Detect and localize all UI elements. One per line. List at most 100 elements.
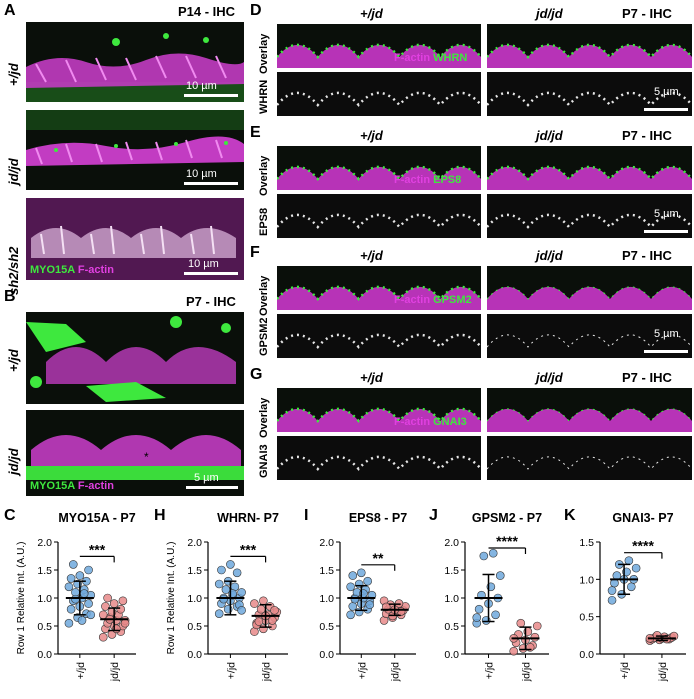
panel-b-asterisk: * <box>144 450 149 464</box>
panel-g-image-3 <box>277 436 481 480</box>
chart-i-ytick-label-0: 0.0 <box>319 649 334 661</box>
chart-k: K GNAI3- P7 0.0 0.5 1.0 1.5 +/jd jd/jd **** <box>564 507 686 682</box>
panel-letter-b: B <box>4 288 16 305</box>
panel-d-scalebar <box>644 108 688 111</box>
chart-i-ytick-label-2: 1.0 <box>319 593 334 605</box>
chart-k-point-0-2 <box>627 582 636 592</box>
chart-k-xtick-label-1: jd/jd <box>657 662 669 682</box>
chart-i-ytick-label-4: 2.0 <box>319 537 334 549</box>
panel-d-stain-factin: F-actin <box>394 52 431 64</box>
chart-c-ytick-label-3: 1.5 <box>37 565 52 577</box>
panel-a-scale-text-1: 10 µm <box>186 80 217 92</box>
panel-f-scale-text: 5 µm <box>654 328 679 340</box>
panel-f-stain-factin: F-actin <box>394 294 431 306</box>
panel-a-image-3-art <box>26 198 244 280</box>
chart-i-significance: ** <box>373 550 384 566</box>
panel-letter-a: A <box>4 2 16 19</box>
panel-a-scale-text-2: 10 µm <box>186 168 217 180</box>
chart-h-ytick-label-3: 1.5 <box>187 565 202 577</box>
chart-j-ytick-label-1: 0.5 <box>444 621 459 633</box>
panel-e-scale-text: 5 µm <box>654 208 679 220</box>
chart-h-point-0-11 <box>214 579 224 589</box>
chart-i: I EPS8 - P7 0.0 0.5 1.0 1.5 2.0 +/jd jd/jd ** <box>304 507 416 682</box>
chart-h-ylabel: Row 1 Relative Int. (A.U.) <box>166 542 177 655</box>
chart-h-title: WHRN- P7 <box>217 511 279 525</box>
panel-d-row-label-overlay: Overlay <box>258 33 270 74</box>
chart-i-title: EPS8 - P7 <box>349 511 407 525</box>
chart-c: C MYO15A - P7 0.0 0.5 1.0 1.5 2.0 Row 1 Relativ… <box>4 507 136 682</box>
chart-k-panel-letter: K <box>564 507 576 524</box>
chart-c-significance: *** <box>89 541 106 557</box>
chart-i-point-0-0 <box>346 610 355 620</box>
chart-c-xtick-label-1: jd/jd <box>109 662 121 682</box>
panel-f-image-1-art <box>277 285 481 310</box>
panel-d-stage: P7 - IHC <box>622 6 672 21</box>
chart-i-panel-letter: I <box>304 507 308 524</box>
panel-a-row-label-2: jd/jd <box>6 158 21 185</box>
chart-h-point-0-13 <box>232 568 242 578</box>
chart-j: J GPSM2 - P7 0.0 0.5 1.0 1.5 2.0 +/jd jd/jd **** <box>429 507 549 682</box>
panel-d-scale-text: 5 µm <box>654 86 679 98</box>
panel-g-row-label-stain: GNAI3 <box>258 444 270 478</box>
panel-e-image-3-art <box>277 213 481 229</box>
panel-f-col-label-2: jd/jd <box>536 248 563 263</box>
chart-j-ytick-label-3: 1.5 <box>444 565 459 577</box>
chart-i-point-0-15 <box>356 568 366 578</box>
panel-b-stain-legend: MYO15A F-actin <box>30 480 114 492</box>
panel-b-image-2: * MYO15A F-actin 5 µm <box>26 410 244 496</box>
chart-i-point-0-17 <box>350 594 360 604</box>
panel-letter-g: G <box>250 366 263 383</box>
chart-h-significance: *** <box>240 541 257 557</box>
chart-k-significance: **** <box>632 538 654 554</box>
panel-b-row-label-2: jd/jd <box>6 448 21 475</box>
panel-e-col-label-1: +/jd <box>360 128 383 143</box>
panel-f-image-3 <box>277 314 481 358</box>
chart-j-ytick-label-4: 2.0 <box>444 537 459 549</box>
panel-a-image-2: 10 µm <box>26 110 244 190</box>
chart-c-ytick-label-0: 0.0 <box>37 649 52 661</box>
chart-h-ytick-label-2: 1.0 <box>187 593 202 605</box>
chart-c-title: MYO15A - P7 <box>58 511 135 525</box>
chart-c-point-0-17 <box>68 560 78 569</box>
chart-j-ytick-label-2: 1.0 <box>444 593 459 605</box>
chart-i-point-0-14 <box>348 571 358 580</box>
chart-h-ytick-label-1: 0.5 <box>187 621 202 633</box>
panel-a-scalebar-2 <box>184 182 238 185</box>
chart-h-point-0-19 <box>237 606 246 615</box>
panel-g-image-1-art <box>277 407 481 432</box>
chart-j-xtick-label-1: jd/jd <box>520 662 532 682</box>
panel-e-scalebar <box>644 230 688 233</box>
panel-g-image-2-art <box>487 408 692 432</box>
chart-h-xtick-label-0: +/jd <box>225 662 237 679</box>
chart-h-point-1-12 <box>259 596 268 606</box>
panel-b-stain-factin: F-actin <box>77 480 114 492</box>
panel-f-col-label-1: +/jd <box>360 248 383 263</box>
chart-k-point-0-11 <box>607 586 617 595</box>
panel-f-stain-legend: F-actin GPSM2 <box>394 294 472 306</box>
chart-c-point-0-18 <box>77 616 87 625</box>
panel-b-scale-text: 5 µm <box>194 472 219 484</box>
chart-j-point-1-8 <box>532 621 542 631</box>
panel-b-image-1-art <box>26 316 236 402</box>
panel-d-image-3 <box>277 72 481 116</box>
panel-g-stage: P7 - IHC <box>622 370 672 385</box>
chart-j-point-0-9 <box>479 551 489 561</box>
chart-k-title: GNAI3- P7 <box>612 511 673 525</box>
panel-a-scalebar-1 <box>184 94 238 97</box>
chart-c-point-0-14 <box>66 574 76 583</box>
panel-f-image-3-art <box>277 333 481 349</box>
panel-e-image-2-art <box>487 165 692 190</box>
panel-a-row-label-1: +/jd <box>6 63 21 86</box>
chart-j-point-1-9 <box>516 618 526 628</box>
panel-g-image-2 <box>487 388 692 432</box>
chart-i-point-0-11 <box>346 582 355 592</box>
chart-c-ytick-label-2: 1.0 <box>37 593 52 605</box>
chart-j-point-0-10 <box>488 548 498 558</box>
chart-c-point-0-15 <box>75 571 85 580</box>
chart-j-ytick-label-0: 0.0 <box>444 649 459 661</box>
panel-g-stain-marker: GNAI3 <box>433 416 467 428</box>
panel-g-row-label-overlay: Overlay <box>258 397 270 438</box>
chart-j-title: GPSM2 - P7 <box>472 511 542 525</box>
chart-c-point-0-19 <box>86 610 96 620</box>
panel-a-image-1-art <box>26 33 244 102</box>
